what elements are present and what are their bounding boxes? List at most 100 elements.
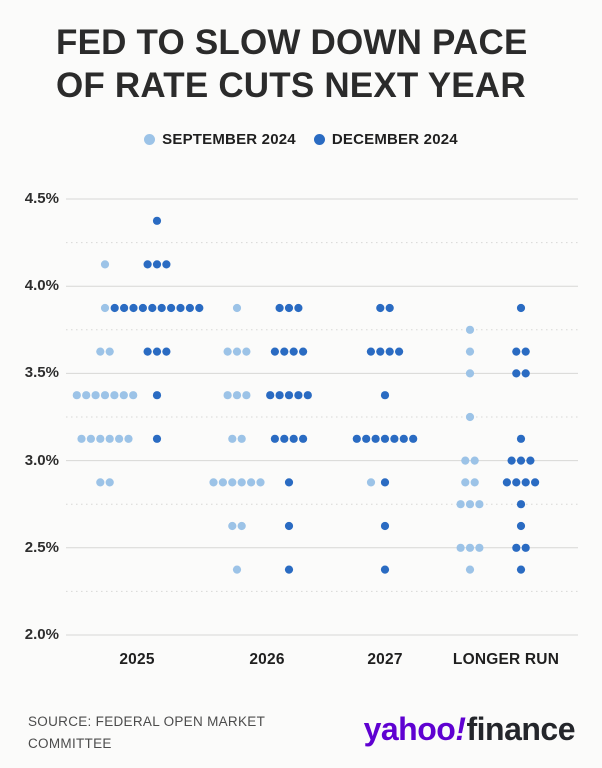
projection-dot [521, 543, 530, 552]
projection-dot [507, 456, 516, 465]
projection-dot [167, 303, 176, 313]
x-axis-category-label: LONGER RUN [452, 651, 560, 668]
projection-dot [96, 478, 105, 487]
projection-dot [124, 434, 133, 443]
projection-dot [270, 434, 279, 443]
projection-dot [409, 434, 418, 443]
projection-dot [502, 478, 511, 487]
projection-dot [526, 456, 535, 465]
legend-label-december: DECEMBER 2024 [331, 131, 458, 148]
x-axis-category-label: 2027 [367, 651, 403, 668]
projection-dot [380, 478, 390, 487]
projection-dot [516, 565, 526, 574]
projection-dot [129, 391, 138, 400]
projection-dot [152, 260, 162, 269]
title-line-1: FED TO SLOW DOWN PACE [56, 23, 528, 62]
projection-dot [512, 369, 521, 378]
y-axis-tick-label: 3.5% [24, 364, 59, 382]
projection-dot [294, 391, 303, 400]
projection-dot [129, 303, 138, 313]
projection-dot [465, 325, 475, 334]
projection-dot [110, 391, 119, 400]
projection-dot [461, 478, 470, 487]
title-line-2: OF RATE CUTS NEXT YEAR [56, 65, 526, 105]
y-axis-tick-label: 2.0% [24, 626, 59, 643]
projection-dot [176, 303, 185, 313]
projection-dot [284, 303, 294, 313]
projection-dot [531, 478, 540, 487]
source-attribution: SOURCE: FEDERAL OPEN MARKET COMMITTEE [28, 711, 265, 756]
projection-dot [152, 216, 162, 225]
projection-dot [228, 521, 237, 531]
projection-dot [470, 478, 479, 487]
projection-dot [380, 434, 390, 443]
projection-dot [284, 478, 294, 487]
projection-dot [96, 434, 105, 443]
projection-dot [456, 500, 465, 509]
projection-dot [86, 434, 95, 443]
projection-dot [237, 478, 246, 487]
yahoo-wordmark: yahoo [363, 711, 456, 747]
projection-dot [120, 303, 129, 313]
x-axis-category-label: 2026 [249, 651, 285, 668]
projection-dot [516, 500, 526, 509]
projection-dot [270, 347, 279, 356]
projection-dot [465, 347, 475, 356]
projection-dot [91, 391, 100, 400]
source-line-1: SOURCE: FEDERAL OPEN MARKET [28, 714, 266, 729]
y-axis-tick-label: 3.0% [24, 451, 59, 469]
projection-dot [232, 391, 242, 400]
projection-dot [380, 391, 390, 400]
projection-dot [242, 347, 251, 356]
yahoo-exclamation-icon: ! [455, 711, 466, 747]
projection-dot [148, 303, 157, 313]
projection-dot [157, 303, 166, 313]
projection-dot [162, 347, 171, 356]
projection-dot [143, 260, 152, 269]
projection-dot [280, 347, 289, 356]
projection-dot [385, 347, 394, 356]
projection-dot [390, 434, 399, 443]
projection-dot [465, 565, 475, 574]
projection-dot [456, 543, 465, 552]
finance-wordmark: finance [466, 711, 575, 747]
projection-dot [105, 434, 114, 443]
projection-dot [72, 391, 81, 400]
projection-dot [516, 521, 526, 531]
legend-item-december: DECEMBER 2024 [313, 131, 458, 148]
projection-dot [209, 478, 218, 487]
projection-dot [465, 543, 475, 552]
legend-label-september: SEPTEMBER 2024 [162, 131, 296, 148]
projection-dot [152, 347, 162, 356]
projection-dot [516, 434, 526, 443]
yahoo-finance-logo: yahoo!finance [363, 711, 576, 748]
projection-dot [299, 434, 308, 443]
projection-dot [237, 434, 246, 443]
projection-dot [475, 543, 484, 552]
projection-dot [385, 303, 394, 313]
december-dot-icon [313, 134, 325, 145]
projection-dot [275, 391, 284, 400]
projection-dot [77, 434, 86, 443]
projection-dot [218, 478, 227, 487]
projection-dot [376, 303, 385, 313]
projection-dot [366, 347, 375, 356]
projection-dot [115, 434, 124, 443]
projection-dot [399, 434, 408, 443]
projection-dot [512, 543, 521, 552]
projection-dot [516, 303, 526, 313]
projection-dot [223, 347, 232, 356]
projection-dot [299, 347, 308, 356]
projection-dot [232, 303, 242, 313]
projection-dot [247, 478, 256, 487]
projection-dot [152, 434, 162, 443]
projection-dot [232, 565, 242, 574]
projection-dot [143, 347, 152, 356]
projection-dot [223, 391, 232, 400]
projection-dot [461, 456, 470, 465]
projection-dot [516, 456, 526, 465]
projection-dot [152, 391, 162, 400]
projection-dot [119, 391, 128, 400]
legend-item-september: SEPTEMBER 2024 [144, 131, 296, 148]
